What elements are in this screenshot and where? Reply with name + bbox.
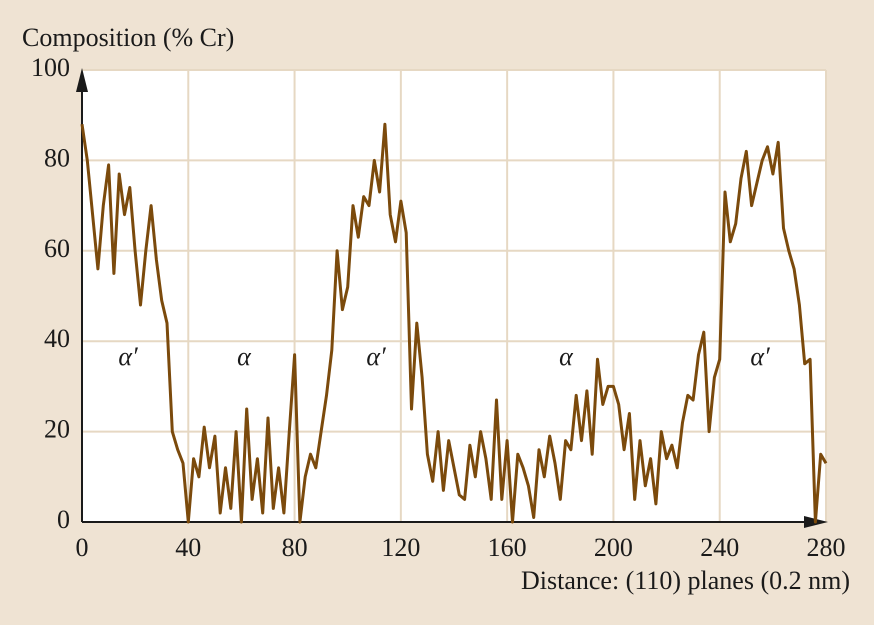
phase-label: α xyxy=(237,342,252,371)
x-tick-label: 120 xyxy=(381,533,420,562)
x-tick-label: 0 xyxy=(76,533,89,562)
x-axis-label: Distance: (110) planes (0.2 nm) xyxy=(521,566,850,595)
y-tick-label: 0 xyxy=(57,505,70,534)
chart-title: Composition (% Cr) xyxy=(22,23,234,52)
x-tick-label: 80 xyxy=(282,533,308,562)
data-line xyxy=(80,122,828,524)
y-tick-label: 40 xyxy=(44,324,70,353)
phase-label: α′ xyxy=(118,342,138,371)
y-tick-label: 60 xyxy=(44,234,70,263)
x-tick-label: 200 xyxy=(594,533,633,562)
phase-label: α xyxy=(559,342,574,371)
x-tick-label: 280 xyxy=(807,533,846,562)
x-tick-label: 240 xyxy=(700,533,739,562)
phase-label: α′ xyxy=(366,342,386,371)
x-tick-label: 40 xyxy=(175,533,201,562)
y-tick-label: 20 xyxy=(44,415,70,444)
phase-label: α′ xyxy=(750,342,770,371)
y-tick-label: 80 xyxy=(44,143,70,172)
plot-area xyxy=(82,70,826,522)
y-tick-label: 100 xyxy=(31,53,70,82)
y-axis-arrow xyxy=(76,68,88,92)
x-tick-label: 160 xyxy=(488,533,527,562)
